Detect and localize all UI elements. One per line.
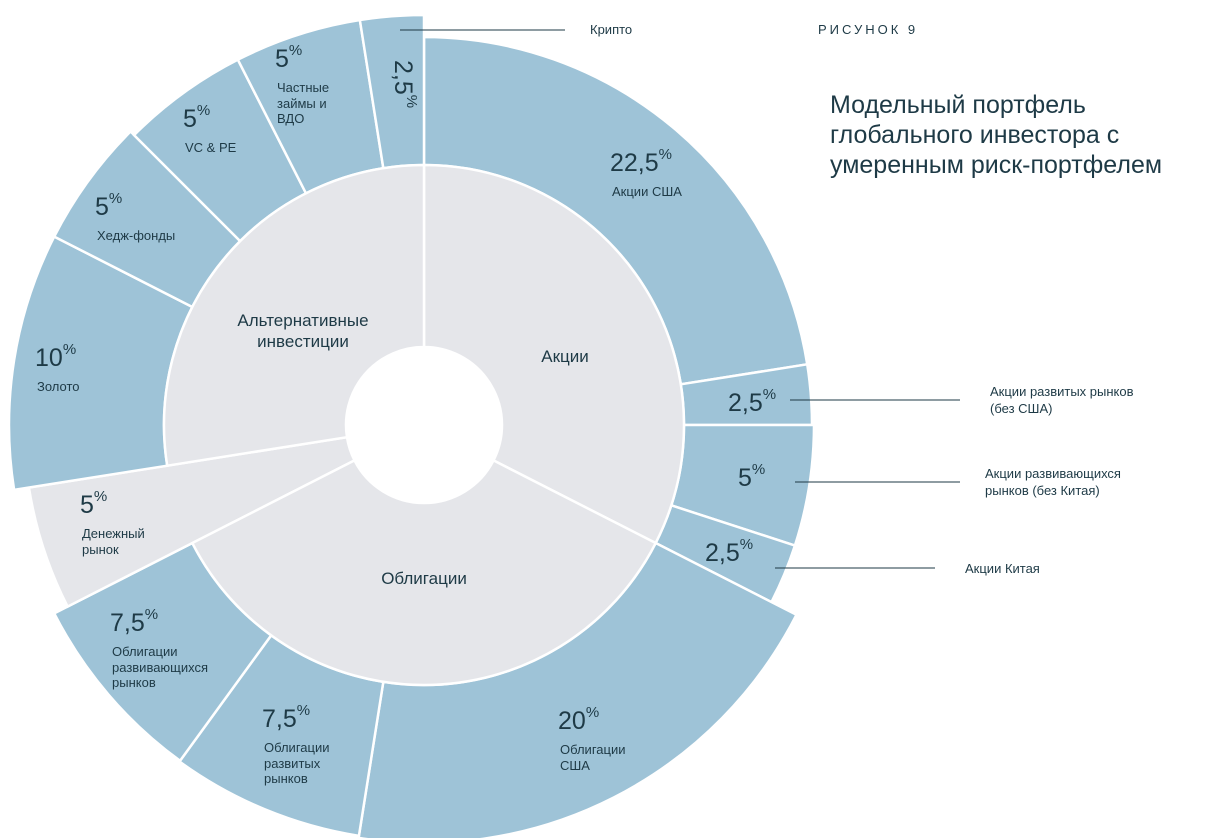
value-text: 20 xyxy=(558,707,586,735)
value-label: 10% xyxy=(35,341,77,373)
value-label: 2,5% xyxy=(705,536,754,568)
value-text: 5 xyxy=(80,491,94,519)
value-label: 22,5% xyxy=(610,146,673,178)
value-label: 2,5% xyxy=(388,60,420,109)
group-arc xyxy=(162,163,426,468)
value-label: 5% xyxy=(80,488,108,520)
segment-label: Золото xyxy=(37,379,80,394)
group-label: Альтернативные инвестиции xyxy=(237,311,369,352)
group-label: Облигации xyxy=(381,569,467,588)
value-text: 5 xyxy=(95,193,109,221)
figure-label: РИСУНОК 9 xyxy=(818,22,919,37)
group-arc xyxy=(422,163,686,545)
unit: % xyxy=(144,606,159,623)
group-label: Акции xyxy=(541,347,589,366)
value-text: 2,5 xyxy=(728,389,763,417)
value-label: 5% xyxy=(738,461,766,493)
value-text: 5 xyxy=(275,45,289,73)
callout-label: Акции Китая xyxy=(965,561,1040,576)
value-label: 5% xyxy=(275,42,303,74)
unit: % xyxy=(288,42,303,59)
value-text: 22,5 xyxy=(610,149,659,177)
unit: % xyxy=(751,461,766,478)
segment-label: Облигации развивающихся рынков xyxy=(112,644,209,691)
value-label: 7,5% xyxy=(262,702,311,734)
unit: % xyxy=(196,102,211,119)
hole xyxy=(347,348,501,502)
value-label: 7,5% xyxy=(110,606,159,638)
segment-label: Хедж-фонды xyxy=(97,228,176,243)
unit: % xyxy=(62,341,77,358)
unit: % xyxy=(403,94,420,109)
segment-label: Денежный рынок xyxy=(82,526,145,557)
segment-label: Облигации развитых рынков xyxy=(264,740,330,787)
unit: % xyxy=(739,536,754,553)
unit: % xyxy=(296,702,311,719)
callout-label: Крипто xyxy=(590,22,633,37)
value-text: 5 xyxy=(738,464,752,492)
callout-label: Акции развитых рынков (без США) xyxy=(990,384,1134,416)
value-text: 7,5 xyxy=(262,705,297,733)
unit: % xyxy=(762,386,777,403)
value-text: 10 xyxy=(35,344,63,372)
value-label: 5% xyxy=(183,102,211,134)
unit: % xyxy=(108,190,123,207)
chart-title: Модельный портфель глобального инвестора… xyxy=(830,91,1163,179)
value-label: 20% xyxy=(558,704,600,736)
value-label: 5% xyxy=(95,190,123,222)
segment-label: Облигации США xyxy=(560,742,626,773)
unit: % xyxy=(93,488,108,505)
value-label: 2,5% xyxy=(728,386,777,418)
segment-label: Акции США xyxy=(612,184,682,199)
value-text: 5 xyxy=(183,105,197,133)
value-text: 7,5 xyxy=(110,609,145,637)
value-text: 2,5 xyxy=(705,539,740,567)
callout-label: Акции развивающихся рынков (без Китая) xyxy=(985,466,1121,498)
value-text: 2,5 xyxy=(389,60,417,95)
segment-label: Частные займы и ВДО xyxy=(277,80,330,127)
unit: % xyxy=(585,704,600,721)
segment-label: VC & PE xyxy=(185,140,237,155)
group-arc xyxy=(190,458,658,687)
unit: % xyxy=(658,146,673,163)
